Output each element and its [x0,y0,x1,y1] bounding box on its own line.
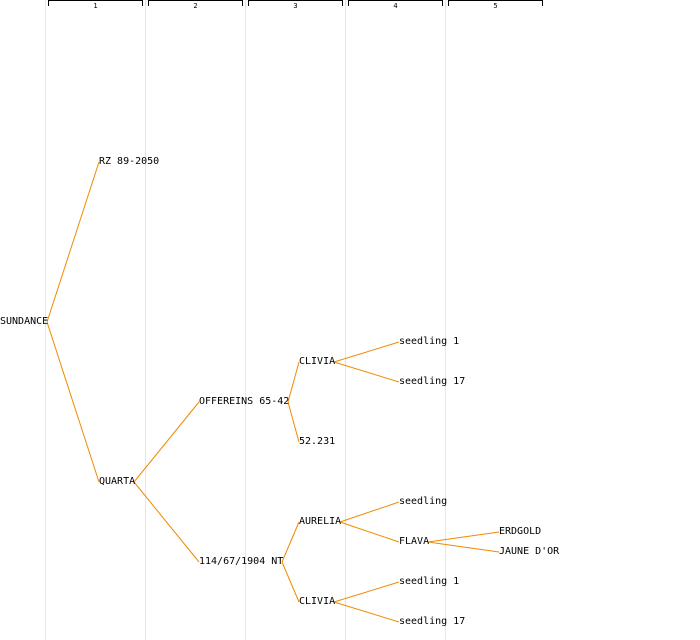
node-erdgold[interactable]: ERDGOLD [499,526,542,537]
edge-quarta-offereins [133,401,200,483]
column-number: 2 [193,2,198,10]
edge-clivia_b-seedling17_b [333,601,400,623]
edge-clivia_b-seedling1_b [333,581,400,603]
node-aurelia[interactable]: AURELIA [299,516,342,527]
edge-quarta-n114 [133,481,200,563]
edge-n114-clivia_b [281,561,300,603]
node-sundance[interactable]: SUNDANCE [0,316,49,327]
edge-aurelia-seedling [339,501,400,523]
column-number: 1 [93,2,98,10]
edge-aurelia-flava [339,521,400,543]
node-seedling-1[interactable]: seedling 1 [399,576,460,587]
column-number: 5 [493,2,498,10]
node-seedling-1[interactable]: seedling 1 [399,336,460,347]
edge-clivia_a-seedling1_a [333,341,400,363]
edge-sundance-rz89 [46,161,100,323]
column-band-5 [445,0,546,640]
column-header-1: 1 [48,0,143,10]
node-seedling[interactable]: seedling [399,496,448,507]
node-clivia[interactable]: CLIVIA [299,356,336,367]
edge-offereins-n52231 [287,401,300,443]
node-seedling-17[interactable]: seedling 17 [399,616,466,627]
column-number: 3 [293,2,298,10]
column-number: 4 [393,2,398,10]
column-header-5: 5 [448,0,543,10]
node-jaune-d-or[interactable]: JAUNE D'OR [499,546,560,557]
column-header-3: 3 [248,0,343,10]
node-seedling-17[interactable]: seedling 17 [399,376,466,387]
node-quarta[interactable]: QUARTA [99,476,136,487]
edge-flava-erdgold [427,531,500,543]
node-offereins-65-42[interactable]: OFFEREINS 65-42 [199,396,290,407]
node-114-67-1904-nt[interactable]: 114/67/1904 NT [199,556,284,567]
column-header-2: 2 [148,0,243,10]
node-flava[interactable]: FLAVA [399,536,430,547]
node-rz-89-2050[interactable]: RZ 89-2050 [99,156,160,167]
node-clivia[interactable]: CLIVIA [299,596,336,607]
edge-flava-jaune [427,541,500,553]
edge-offereins-clivia_a [287,361,300,403]
node-52-231[interactable]: 52.231 [299,436,336,447]
column-header-4: 4 [348,0,443,10]
edge-n114-aurelia [281,521,300,563]
edge-sundance-quarta [46,321,100,483]
edge-clivia_a-seedling17_a [333,361,400,383]
